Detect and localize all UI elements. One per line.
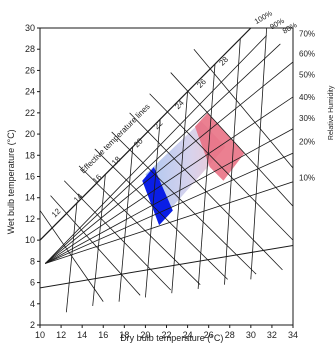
effective-temperature-label: 16 [91, 172, 104, 185]
x-tick-label: 18 [119, 330, 129, 340]
dry-bulb-grid-line [145, 119, 161, 298]
effective-temperature-line [111, 131, 257, 275]
saturation-line [40, 28, 252, 241]
y-tick-label: 14 [25, 193, 35, 203]
effective-temperature-label: 24 [173, 98, 186, 111]
x-tick-label: 16 [98, 330, 108, 340]
dry-bulb-grid-line [171, 91, 188, 294]
x-tick-label: 14 [77, 330, 87, 340]
x-tick-label: 20 [140, 330, 150, 340]
y-tick-label: 30 [25, 23, 35, 33]
relative-humidity-line [45, 96, 293, 264]
winter-comfort-zone [142, 166, 173, 226]
x-axis-title: Dry bulb temperature (°C) [120, 333, 223, 343]
humidity-side-label: 40% [299, 93, 315, 102]
y-tick-label: 8 [30, 256, 35, 266]
dry-bulb-grid-line [65, 202, 78, 313]
effective-temperature-label: 26 [195, 77, 208, 90]
effective-temperature-line [63, 180, 172, 291]
x-tick-label: 26 [204, 330, 214, 340]
x-tick-label: 24 [183, 330, 193, 340]
y-tick-label: 22 [25, 108, 35, 118]
y-tick-label: 10 [25, 235, 35, 245]
relative-humidity-line [45, 61, 293, 264]
y-axis-title: Wet bulb temperature (°C) [6, 129, 16, 234]
dry-bulb-grid-line [250, 28, 268, 280]
x-tick-label: 28 [225, 330, 235, 340]
y-tick-label: 6 [30, 278, 35, 288]
effective-temperature-line [193, 48, 293, 169]
relative-humidity-line [45, 128, 293, 264]
x-tick-label: 12 [56, 330, 66, 340]
humidity-side-label: 70% [299, 29, 315, 38]
effective-temperature-line [78, 165, 201, 285]
dry-bulb-grid-line [92, 174, 106, 306]
y-tick-label: 2 [30, 320, 35, 330]
effective-temperature-line [170, 72, 293, 207]
y-tick-label: 12 [25, 214, 35, 224]
humidity-axis-caption: Relative Humidity [328, 85, 335, 140]
x-tick-label: 30 [246, 330, 256, 340]
effective-temperature-line [94, 148, 228, 280]
y-tick-label: 4 [30, 299, 35, 309]
humidity-side-label: 20% [299, 137, 315, 146]
effective-temperature-label: 12 [50, 206, 63, 219]
relative-humidity-line [45, 152, 293, 264]
effective-temperature-label: 14 [72, 191, 85, 204]
effective-temperature-line [129, 112, 283, 271]
lower-boundary-line [40, 244, 293, 289]
x-tick-label: 10 [35, 330, 45, 340]
humidity-side-label: 30% [299, 114, 315, 123]
effective-temperature-line [149, 93, 293, 241]
x-tick-label: 22 [161, 330, 171, 340]
effective-temperature-label: 28 [217, 55, 230, 68]
relative-humidity-line [44, 35, 267, 264]
effective-temperature-line [50, 195, 141, 296]
relative-humidity-line [45, 181, 293, 264]
y-tick-label: 18 [25, 150, 35, 160]
relative-humidity-line [44, 43, 281, 264]
humidity-side-label: 50% [299, 71, 315, 80]
effective-temperature-label: 22 [152, 118, 165, 131]
effective-temperature-label: 20 [132, 136, 145, 149]
y-tick-label: 24 [25, 87, 35, 97]
humidity-side-label: 60% [299, 49, 315, 58]
dry-bulb-grid-line [118, 146, 134, 302]
y-tick-label: 20 [25, 129, 35, 139]
y-tick-label: 16 [25, 172, 35, 182]
x-tick-label: 34 [288, 330, 298, 340]
humidity-side-label: 10% [299, 174, 315, 183]
y-tick-label: 26 [25, 65, 35, 75]
y-tick-label: 28 [25, 44, 35, 54]
dry-bulb-grid-line [197, 64, 216, 289]
x-tick-label: 32 [267, 330, 277, 340]
